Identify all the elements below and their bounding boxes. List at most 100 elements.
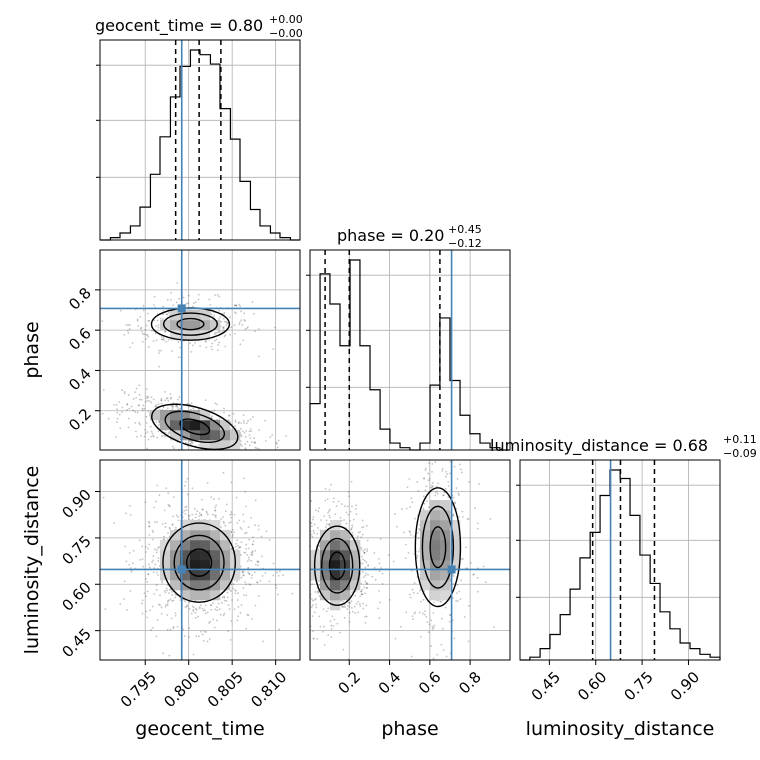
scatter-point-phase-luminosity_distance — [430, 619, 433, 622]
scatter-point-phase-luminosity_distance — [413, 535, 416, 538]
scatter-point-geocent_time-phase — [160, 402, 163, 405]
scatter-point-geocent_time-luminosity_distance — [158, 546, 161, 548]
scatter-point-phase-luminosity_distance — [310, 598, 313, 600]
scatter-point-geocent_time-luminosity_distance — [169, 628, 172, 631]
scatter-point-geocent_time-phase — [129, 324, 131, 326]
scatter-point-geocent_time-luminosity_distance — [218, 608, 221, 610]
scatter-point-geocent_time-phase — [150, 401, 153, 404]
scatter-point-phase-luminosity_distance — [422, 507, 425, 510]
scatter-point-geocent_time-phase — [241, 445, 243, 447]
scatter-point-phase-luminosity_distance — [460, 579, 462, 582]
panel-geocent_time-phase: 0.2 0.4 0.6 0.8 — [65, 249, 301, 451]
scatter-point-phase-luminosity_distance — [440, 643, 443, 646]
scatter-point-phase-luminosity_distance — [330, 624, 333, 627]
scatter-point-phase-luminosity_distance — [367, 573, 369, 576]
scatter-point-phase-luminosity_distance — [451, 619, 454, 622]
scatter-point-geocent_time-phase — [141, 407, 144, 410]
scatter-point-phase-luminosity_distance — [362, 525, 365, 528]
scatter-point-geocent_time-phase — [134, 391, 137, 394]
scatter-point-geocent_time-phase — [155, 421, 158, 423]
scatter-point-geocent_time-luminosity_distance — [186, 477, 189, 480]
scatter-point-geocent_time-phase — [254, 442, 256, 445]
scatter-point-geocent_time-luminosity_distance — [150, 629, 153, 631]
scatter-point-geocent_time-phase — [144, 329, 147, 331]
scatter-point-geocent_time-luminosity_distance — [154, 563, 157, 566]
scatter-point-geocent_time-luminosity_distance — [141, 602, 143, 605]
scatter-point-geocent_time-luminosity_distance — [246, 613, 249, 616]
scatter-point-phase-luminosity_distance — [312, 637, 315, 640]
scatter-point-geocent_time-phase — [135, 430, 137, 433]
panel-frame — [309, 459, 511, 661]
scatter-point-geocent_time-phase — [249, 436, 252, 439]
scatter-point-phase-luminosity_distance — [343, 519, 345, 521]
scatter-point-geocent_time-luminosity_distance — [201, 508, 204, 511]
scatter-point-geocent_time-luminosity_distance — [230, 531, 233, 534]
density-cell-phase-luminosity_distance — [330, 550, 341, 561]
density-cell-geocent_time-luminosity_distance — [160, 540, 171, 551]
scatter-point-geocent_time-luminosity_distance — [245, 583, 248, 586]
scatter-point-geocent_time-phase — [215, 331, 218, 334]
scatter-point-geocent_time-luminosity_distance — [230, 513, 233, 516]
scatter-point-geocent_time-phase — [127, 394, 130, 396]
scatter-point-geocent_time-luminosity_distance — [227, 630, 230, 633]
density-cell-phase-luminosity_distance — [450, 560, 461, 571]
density-cell-phase-luminosity_distance — [330, 560, 341, 571]
xtick-label-geocent_time-0: 0.795 — [117, 668, 160, 711]
scatter-point-phase-luminosity_distance — [316, 637, 319, 640]
scatter-point-geocent_time-phase — [208, 298, 211, 301]
scatter-point-geocent_time-luminosity_distance — [268, 539, 271, 541]
ytick-label-luminosity_distance-2: 0.75 — [58, 532, 94, 568]
scatter-point-geocent_time-phase — [194, 301, 197, 304]
scatter-point-phase-luminosity_distance — [444, 606, 447, 609]
scatter-point-geocent_time-luminosity_distance — [200, 513, 202, 516]
scatter-point-geocent_time-luminosity_distance — [238, 546, 240, 549]
title-phase: phase = 0.20 — [337, 226, 444, 245]
scatter-point-geocent_time-luminosity_distance — [248, 573, 251, 575]
scatter-point-geocent_time-luminosity_distance — [219, 613, 222, 616]
scatter-point-geocent_time-luminosity_distance — [254, 563, 257, 566]
scatter-point-geocent_time-phase — [128, 407, 131, 410]
scatter-point-phase-luminosity_distance — [453, 501, 456, 504]
scatter-point-geocent_time-luminosity_distance — [125, 560, 128, 563]
density-cell-phase-luminosity_distance — [430, 500, 441, 511]
density-cell-geocent_time-phase — [200, 410, 211, 421]
scatter-point-geocent_time-luminosity_distance — [194, 616, 197, 619]
density-cell-phase-luminosity_distance — [440, 570, 451, 581]
scatter-point-phase-luminosity_distance — [317, 526, 319, 529]
scatter-point-phase-luminosity_distance — [430, 484, 433, 487]
scatter-point-phase-luminosity_distance — [323, 515, 326, 518]
density-cell-phase-luminosity_distance — [330, 580, 341, 591]
scatter-point-geocent_time-phase — [246, 440, 249, 443]
scatter-point-geocent_time-phase — [264, 419, 267, 422]
scatter-point-phase-luminosity_distance — [478, 482, 481, 485]
scatter-point-geocent_time-phase — [145, 415, 148, 418]
scatter-point-geocent_time-luminosity_distance — [184, 480, 187, 483]
scatter-point-geocent_time-phase — [223, 320, 226, 323]
scatter-point-phase-luminosity_distance — [345, 522, 348, 525]
scatter-point-geocent_time-luminosity_distance — [247, 526, 250, 529]
scatter-point-geocent_time-luminosity_distance — [208, 622, 211, 624]
density-cell-phase-luminosity_distance — [450, 530, 461, 541]
scatter-point-geocent_time-phase — [138, 404, 140, 407]
scatter-point-phase-luminosity_distance — [365, 572, 367, 575]
scatter-point-geocent_time-phase — [135, 396, 138, 399]
scatter-point-geocent_time-luminosity_distance — [173, 496, 175, 499]
scatter-point-geocent_time-luminosity_distance — [146, 590, 149, 593]
scatter-point-phase-luminosity_distance — [351, 526, 354, 529]
scatter-point-geocent_time-phase — [230, 326, 233, 329]
scatter-point-geocent_time-phase — [272, 348, 275, 351]
scatter-point-geocent_time-phase — [146, 312, 149, 315]
density-cell-geocent_time-luminosity_distance — [220, 560, 231, 571]
scatter-point-geocent_time-luminosity_distance — [159, 594, 161, 597]
scatter-point-geocent_time-phase — [144, 432, 147, 435]
scatter-point-geocent_time-phase — [243, 420, 245, 422]
scatter-point-geocent_time-luminosity_distance — [198, 607, 201, 610]
xtick-label-luminosity_distance-0: 0.45 — [528, 668, 564, 704]
scatter-point-geocent_time-luminosity_distance — [151, 626, 154, 629]
scatter-point-geocent_time-luminosity_distance — [143, 592, 146, 595]
scatter-point-phase-luminosity_distance — [348, 601, 351, 604]
scatter-point-geocent_time-luminosity_distance — [223, 596, 226, 599]
scatter-point-geocent_time-phase — [119, 309, 122, 312]
scatter-point-geocent_time-luminosity_distance — [192, 609, 195, 612]
scatter-point-geocent_time-phase — [244, 436, 247, 438]
